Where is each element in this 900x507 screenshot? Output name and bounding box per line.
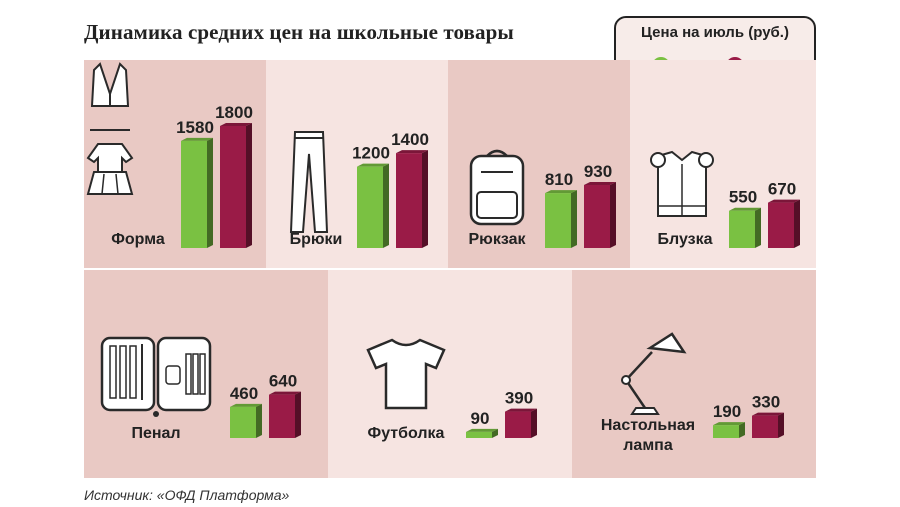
data-label: 670 bbox=[768, 180, 796, 199]
bar-face bbox=[713, 425, 739, 438]
blouse-icon bbox=[650, 150, 714, 217]
bar-top bbox=[466, 428, 498, 432]
panel-5: Пенал 460 640 bbox=[84, 270, 328, 478]
source-note: Источник: «ОФД Платформа» bbox=[84, 487, 290, 503]
data-label: 1400 bbox=[391, 130, 429, 149]
category-label: Брюки bbox=[290, 231, 343, 248]
bar-depth bbox=[383, 163, 389, 248]
bar-2017 bbox=[466, 428, 498, 438]
bar-2018 bbox=[752, 412, 784, 438]
t-shirt-icon bbox=[366, 338, 446, 410]
data-label: 810 bbox=[545, 170, 573, 189]
data-label: 390 bbox=[505, 389, 533, 408]
panel-4: Блузка 550 670 bbox=[630, 60, 816, 268]
data-label: 1800 bbox=[215, 103, 253, 122]
bar-depth bbox=[610, 181, 616, 248]
bar-depth bbox=[256, 403, 262, 438]
bar-face bbox=[396, 153, 422, 248]
bar-face bbox=[584, 184, 610, 248]
bar-top bbox=[230, 403, 262, 407]
bar-2018 bbox=[396, 150, 428, 248]
data-label: 330 bbox=[752, 393, 780, 412]
panel-7: Настольная лампа 190 330 bbox=[572, 270, 816, 478]
panel-background bbox=[572, 270, 816, 478]
bar-top bbox=[768, 199, 800, 203]
bar-face bbox=[357, 166, 383, 248]
panel-background bbox=[328, 270, 572, 478]
bar-face bbox=[220, 126, 246, 248]
bar-2017 bbox=[230, 403, 262, 438]
panel-3: Рюкзак 810 930 bbox=[448, 60, 630, 268]
bar-depth bbox=[207, 137, 213, 248]
bar-2017 bbox=[545, 190, 577, 248]
category-label: Настольная bbox=[601, 417, 695, 434]
bar-depth bbox=[755, 207, 761, 248]
bar-face bbox=[545, 193, 571, 248]
bar-face bbox=[505, 411, 531, 438]
bar-2018 bbox=[768, 199, 800, 248]
bar-top bbox=[396, 150, 428, 154]
bar-face bbox=[466, 431, 492, 438]
data-label: 460 bbox=[230, 384, 258, 403]
data-label: 1200 bbox=[352, 144, 390, 163]
category-label: Футболка bbox=[368, 425, 445, 442]
pencil-case-icon bbox=[100, 336, 212, 417]
bar-depth bbox=[246, 123, 252, 248]
desk-lamp-icon bbox=[621, 332, 687, 415]
bar-face bbox=[230, 406, 256, 438]
bar-depth bbox=[571, 190, 577, 248]
data-label: 90 bbox=[471, 409, 490, 428]
bar-top bbox=[269, 391, 301, 395]
backpack-icon bbox=[469, 149, 525, 226]
bar-face bbox=[729, 210, 755, 248]
bar-2018 bbox=[220, 123, 252, 248]
data-label: 1580 bbox=[176, 118, 214, 137]
bar-face bbox=[752, 415, 778, 438]
bar-depth bbox=[739, 422, 745, 438]
bar-depth bbox=[422, 150, 428, 248]
bar-2018 bbox=[584, 181, 616, 248]
bar-2017 bbox=[713, 422, 745, 438]
bar-top bbox=[729, 207, 761, 211]
category-label: Рюкзак bbox=[469, 231, 527, 248]
bar-depth bbox=[295, 391, 301, 438]
category-label: лампа bbox=[623, 437, 673, 454]
data-label: 190 bbox=[713, 402, 741, 421]
bar-2017 bbox=[729, 207, 761, 248]
bar-top bbox=[752, 412, 784, 416]
data-label: 550 bbox=[729, 188, 757, 207]
category-label: Форма bbox=[111, 231, 165, 248]
data-label: 640 bbox=[269, 372, 297, 391]
bar-top bbox=[545, 190, 577, 194]
bar-top bbox=[713, 422, 745, 426]
bar-top bbox=[181, 137, 213, 141]
bar-2017 bbox=[181, 137, 213, 248]
data-label: 930 bbox=[584, 162, 612, 181]
bar-depth bbox=[531, 408, 537, 438]
bar-top bbox=[220, 123, 252, 126]
bar-depth bbox=[778, 412, 784, 438]
bar-depth bbox=[794, 199, 800, 248]
chart-title: Динамика средних цен на школьные товары bbox=[84, 20, 514, 44]
bar-2018 bbox=[505, 408, 537, 438]
bar-top bbox=[584, 181, 616, 185]
uniform-icon bbox=[86, 62, 134, 195]
bar-2017 bbox=[357, 163, 389, 248]
bar-face bbox=[181, 140, 207, 248]
bar-top bbox=[505, 408, 537, 412]
legend-title: Цена на июль (руб.) bbox=[641, 24, 789, 41]
panel-6: Футболка 90 390 bbox=[328, 270, 572, 478]
category-label: Блузка bbox=[658, 231, 713, 248]
bar-2018 bbox=[269, 391, 301, 438]
bar-depth bbox=[492, 428, 498, 438]
bar-face bbox=[269, 394, 295, 438]
category-label: Пенал bbox=[131, 425, 180, 442]
bar-face bbox=[768, 202, 794, 248]
bar-top bbox=[357, 163, 389, 167]
trousers-icon bbox=[289, 131, 329, 233]
